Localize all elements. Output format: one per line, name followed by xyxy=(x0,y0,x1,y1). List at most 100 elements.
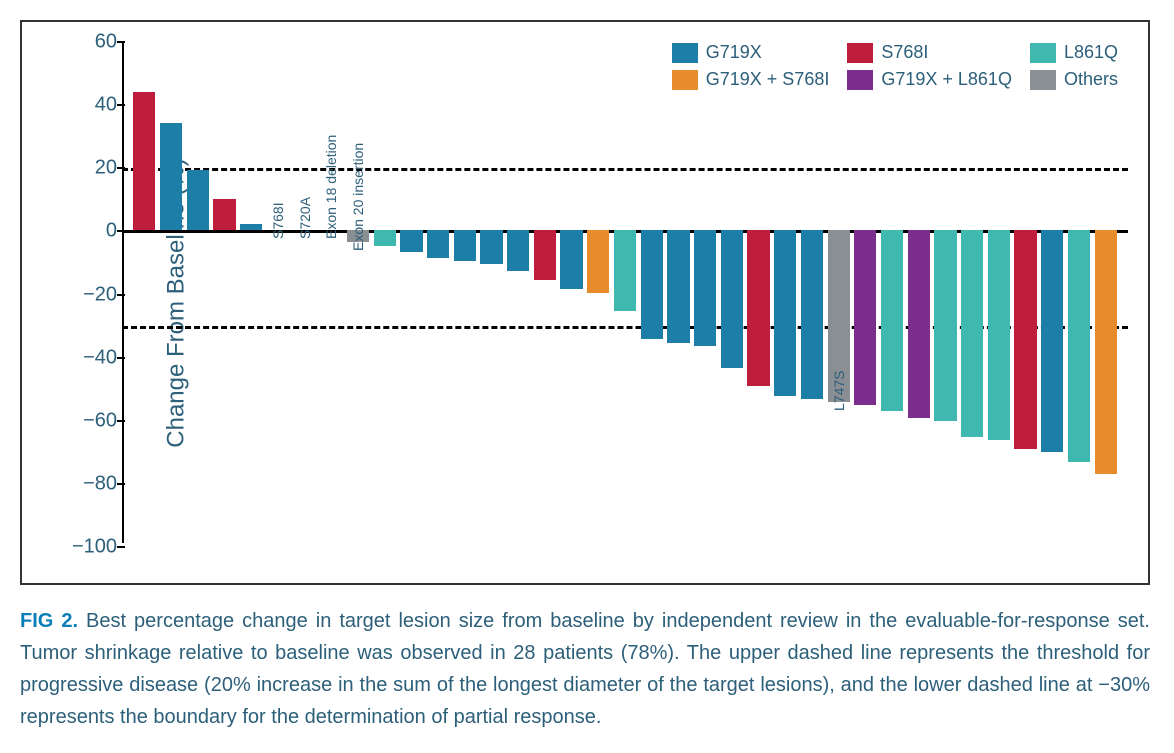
bar xyxy=(534,230,556,280)
bar xyxy=(560,230,582,289)
bar-slot xyxy=(159,42,184,543)
bar xyxy=(988,230,1010,440)
bar-slot xyxy=(1013,42,1038,543)
bar-slot xyxy=(933,42,958,543)
legend-swatch xyxy=(672,70,698,90)
bar-slot xyxy=(239,42,264,543)
y-tick-mark xyxy=(117,546,125,548)
bar xyxy=(427,230,449,258)
y-tick-mark xyxy=(117,104,125,106)
y-tick-label: 20 xyxy=(95,157,117,180)
bar xyxy=(667,230,689,343)
y-tick-mark xyxy=(117,41,125,43)
y-tick-label: −40 xyxy=(83,346,117,369)
bar-slot: Exon 20 insertion xyxy=(346,42,371,543)
bar-slot xyxy=(746,42,771,543)
bar-slot: Exon 18 deletion xyxy=(319,42,344,543)
bar-slot xyxy=(426,42,451,543)
legend-label: G719X + L861Q xyxy=(881,69,1012,90)
legend-label: S768I xyxy=(881,42,928,63)
bar xyxy=(774,230,796,396)
legend-item: L861Q xyxy=(1030,42,1118,63)
bar-annotation: Exon 18 deletion xyxy=(323,135,339,239)
bar xyxy=(374,230,396,246)
bar xyxy=(961,230,983,437)
bar-slot xyxy=(479,42,504,543)
bar-slot xyxy=(880,42,905,543)
bar-slot xyxy=(719,42,744,543)
bars-area: S768I S720A Exon 18 deletion Exon 20 insert… xyxy=(132,42,1118,543)
legend-item: Others xyxy=(1030,69,1118,90)
y-tick-label: 60 xyxy=(95,31,117,54)
bar-slot xyxy=(586,42,611,543)
y-tick-label: 40 xyxy=(95,94,117,117)
bar xyxy=(240,224,262,230)
y-tick-mark xyxy=(117,357,125,359)
bar-slot xyxy=(666,42,691,543)
y-tick-mark xyxy=(117,420,125,422)
bar xyxy=(133,92,155,230)
waterfall-chart: Change From Baseline (%) −100−80−60−40−2… xyxy=(20,20,1150,585)
bar xyxy=(454,230,476,261)
bar xyxy=(747,230,769,387)
bar-slot xyxy=(452,42,477,543)
bar xyxy=(507,230,529,271)
legend-swatch xyxy=(1030,70,1056,90)
legend-item: G719X + L861Q xyxy=(847,69,1012,90)
bar xyxy=(400,230,422,252)
legend-item: G719X + S768I xyxy=(672,69,830,90)
bar-slot xyxy=(212,42,237,543)
bar xyxy=(641,230,663,340)
bar-slot xyxy=(773,42,798,543)
bar xyxy=(694,230,716,346)
legend-item: S768I xyxy=(847,42,1012,63)
bar-slot xyxy=(559,42,584,543)
bar-slot: L747S xyxy=(826,42,851,543)
legend-swatch xyxy=(672,43,698,63)
bar xyxy=(480,230,502,264)
bar-slot xyxy=(372,42,397,543)
bar xyxy=(721,230,743,368)
bar-slot xyxy=(399,42,424,543)
bar xyxy=(213,199,235,230)
bar xyxy=(1041,230,1063,452)
bar-slot xyxy=(1093,42,1118,543)
bar xyxy=(1068,230,1090,462)
legend-item: G719X xyxy=(672,42,830,63)
legend-swatch xyxy=(847,70,873,90)
bar xyxy=(187,170,209,229)
bar-annotation: L747S xyxy=(831,371,847,411)
y-tick-label: −100 xyxy=(72,536,117,559)
bar-annotation: S768I xyxy=(270,202,286,239)
bar-slot xyxy=(987,42,1012,543)
bar xyxy=(160,123,182,229)
figure-label: FIG 2. xyxy=(20,610,78,632)
bar-annotation: S720A xyxy=(297,197,313,239)
bar-slot xyxy=(800,42,825,543)
bar xyxy=(881,230,903,412)
bar-slot xyxy=(853,42,878,543)
bar xyxy=(801,230,823,399)
y-tick-mark xyxy=(117,294,125,296)
bar-slot: S720A xyxy=(292,42,317,543)
bar-slot xyxy=(960,42,985,543)
legend-label: Others xyxy=(1064,69,1118,90)
bar-slot xyxy=(639,42,664,543)
bar-slot xyxy=(693,42,718,543)
bar-slot xyxy=(1040,42,1065,543)
y-tick-label: −60 xyxy=(83,409,117,432)
y-tick-label: −80 xyxy=(83,472,117,495)
bar xyxy=(934,230,956,421)
y-tick-mark xyxy=(117,483,125,485)
bar xyxy=(587,230,609,293)
legend-label: G719X + S768I xyxy=(706,69,830,90)
bar-slot xyxy=(185,42,210,543)
bar-slot xyxy=(906,42,931,543)
bar-slot xyxy=(132,42,157,543)
y-axis-line xyxy=(122,42,124,543)
bar-slot: S768I xyxy=(266,42,291,543)
y-tick-label: −20 xyxy=(83,283,117,306)
bar-slot xyxy=(506,42,531,543)
bar xyxy=(1095,230,1117,474)
bar xyxy=(614,230,636,311)
